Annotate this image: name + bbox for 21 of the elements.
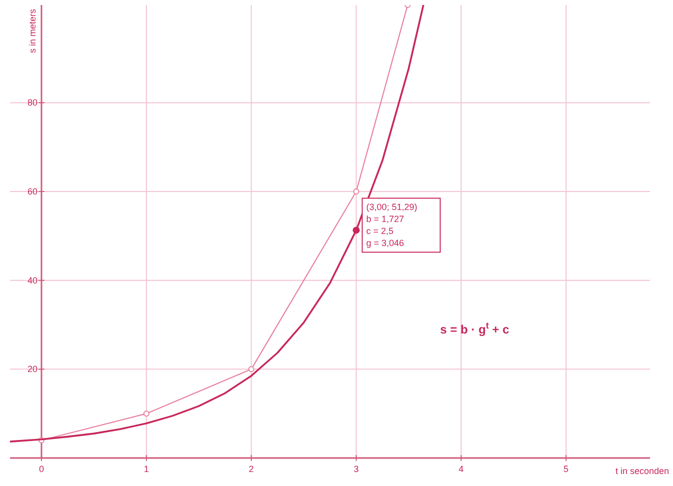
- y-tick-label: 80: [27, 98, 38, 108]
- x-axis-title: t in seconden: [615, 466, 669, 476]
- y-axis-title: s in meters: [27, 8, 38, 54]
- annotation: g = 3,046: [366, 238, 404, 248]
- x-tick-label: 4: [458, 464, 464, 474]
- y-tick-label: 20: [27, 364, 38, 374]
- point: [143, 410, 150, 417]
- x-tick-label: 0: [38, 464, 44, 474]
- x-tick-label: 1: [144, 464, 149, 474]
- annotation: b = 1,727: [366, 214, 404, 224]
- annotation: (3,00; 51,29): [366, 202, 418, 212]
- point: [352, 226, 360, 234]
- x-tick-label: 2: [248, 464, 254, 474]
- x-tick-label: 3: [354, 464, 359, 474]
- x-tick-label: 5: [564, 464, 569, 474]
- point: [353, 188, 360, 195]
- point: [248, 366, 254, 372]
- annotation: s = b · g$^{t}$ + c: [440, 320, 510, 337]
- y-tick-label: 40: [27, 275, 38, 286]
- y-tick-label: 60: [27, 186, 38, 197]
- annotation: c = 2,5: [366, 226, 394, 236]
